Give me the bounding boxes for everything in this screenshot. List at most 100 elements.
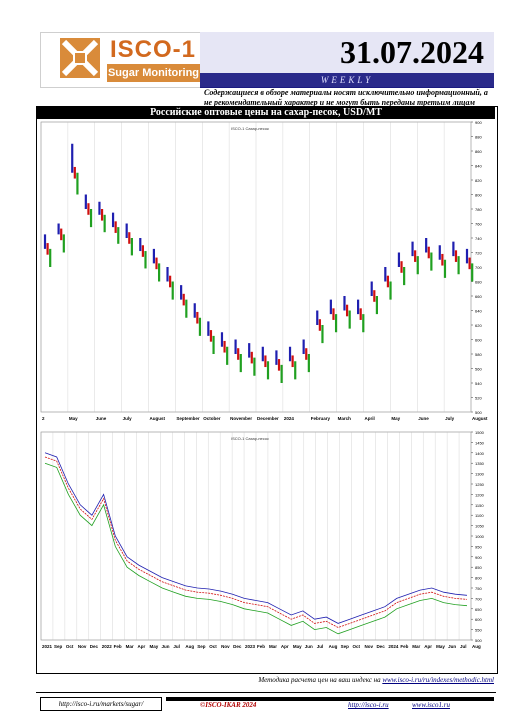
x-tick-label-1-22: Jun xyxy=(305,644,313,649)
y-tick-label-0-13: 640 xyxy=(475,309,482,314)
y-tick-label-1-7: 1150 xyxy=(475,503,484,508)
y-tick-label-1-9: 1050 xyxy=(475,524,485,529)
x-tick-label-1-30: Feb xyxy=(400,644,408,649)
x-tick-label-1-18: Feb xyxy=(257,644,265,649)
charts-area: ISCO-1 Сахар-песок 900 880 860 840 820 800 780 7… xyxy=(40,120,488,649)
y-tick-label-0-7: 760 xyxy=(475,222,482,227)
y-tick-label-0-5: 800 xyxy=(475,193,482,198)
y-tick-label-0-19: 520 xyxy=(475,396,482,401)
y-tick-label-1-0: 1500 xyxy=(475,430,485,435)
x-tick-label-1-1: Sep xyxy=(54,644,63,649)
y-tick-label-1-6: 1200 xyxy=(475,492,485,497)
y-tick-label-1-11: 950 xyxy=(475,544,482,549)
x-tick-label-0-0: 2 xyxy=(42,416,45,421)
x-tick-label-0-10: February xyxy=(311,416,331,421)
date-banner: 31.07.2024 WEEKLY xyxy=(200,32,494,88)
y-tick-label-1-19: 550 xyxy=(475,628,482,633)
y-tick-label-0-9: 720 xyxy=(475,251,482,256)
footnote-link[interactable]: www.isco-i.ru/ru/indexes/methodic.html xyxy=(382,676,494,684)
chart-frame xyxy=(36,106,498,674)
y-tick-label-1-14: 800 xyxy=(475,576,482,581)
y-tick-label-1-3: 1350 xyxy=(475,461,485,466)
x-tick-label-1-32: Apr xyxy=(424,644,432,649)
x-tick-label-1-17: 2023 xyxy=(245,644,256,649)
footer-link-2[interactable]: www.isco1.ru xyxy=(412,701,450,709)
disclaimer: Содержащиеся в обзоре материалы носят ис… xyxy=(204,88,488,107)
x-tick-label-0-7: November xyxy=(230,416,252,421)
x-tick-label-0-16: August xyxy=(472,416,488,421)
x-tick-label-1-23: Jul xyxy=(317,644,324,649)
y-tick-label-0-3: 840 xyxy=(475,164,482,169)
x-tick-label-1-4: Dec xyxy=(90,644,99,649)
y-tick-label-1-5: 1250 xyxy=(475,482,485,487)
y-tick-label-0-16: 580 xyxy=(475,352,482,357)
x-tick-label-1-6: Feb xyxy=(114,644,122,649)
series-line-mid-1 xyxy=(44,456,468,628)
y-tick-label-0-12: 660 xyxy=(475,294,482,299)
x-tick-label-1-15: Nov xyxy=(221,644,230,649)
x-tick-label-1-26: Oct xyxy=(353,644,361,649)
y-tick-label-1-15: 750 xyxy=(475,586,482,591)
y-tick-label-0-15: 600 xyxy=(475,338,482,343)
x-tick-label-1-7: Mar xyxy=(126,644,134,649)
y-tick-label-0-4: 820 xyxy=(475,178,482,183)
x-tick-label-1-9: May xyxy=(150,644,159,649)
x-tick-label-1-20: Apr xyxy=(281,644,289,649)
x-tick-label-1-10: Jun xyxy=(161,644,169,649)
x-tick-label-1-16: Dec xyxy=(233,644,242,649)
series-line-low-1 xyxy=(44,462,468,635)
x-tick-label-1-13: Sep xyxy=(197,644,206,649)
x-tick-label-1-8: Apr xyxy=(138,644,146,649)
y-tick-label-1-12: 900 xyxy=(475,555,482,560)
footnote: Методика расчета цен на ваш индекс на ww… xyxy=(36,676,494,684)
footer-copyright: ©ISCO-IKAR 2024 xyxy=(200,701,257,709)
x-tick-label-1-27: Nov xyxy=(365,644,374,649)
footer-left-link[interactable]: http://isco-i.ru/markets/sugar/ xyxy=(40,697,162,711)
x-tick-label-0-9: 2024 xyxy=(284,416,295,421)
y-tick-label-0-17: 560 xyxy=(475,367,482,372)
x-tick-label-1-12: Aug xyxy=(185,644,194,649)
y-tick-label-0-11: 680 xyxy=(475,280,482,285)
x-tick-label-1-25: Sep xyxy=(341,644,350,649)
series-line-high-1 xyxy=(44,452,468,624)
panel-subtitle-0: ISCO-1 Сахар-песок xyxy=(231,126,269,131)
footer: http://isco-i.ru/markets/sugar/ ©ISCO-IK… xyxy=(36,692,496,711)
x-tick-label-0-2: June xyxy=(96,416,107,421)
x-tick-label-1-28: Dec xyxy=(376,644,385,649)
y-tick-label-0-18: 540 xyxy=(475,381,482,386)
x-tick-label-0-8: December xyxy=(257,416,279,421)
y-tick-label-0-2: 860 xyxy=(475,149,482,154)
y-tick-label-1-2: 1400 xyxy=(475,451,485,456)
weekly-label: WEEKLY xyxy=(200,73,494,87)
x-tick-label-1-11: Jul xyxy=(173,644,180,649)
y-tick-label-1-20: 500 xyxy=(475,638,482,643)
logo-subtitle: Sugar Monitoring xyxy=(107,64,200,82)
y-tick-label-0-14: 620 xyxy=(475,323,482,328)
x-tick-label-0-13: May xyxy=(391,416,400,421)
x-tick-label-1-31: Mar xyxy=(412,644,420,649)
x-tick-label-0-12: April xyxy=(365,416,375,421)
x-tick-label-1-36: Aug xyxy=(472,644,481,649)
logo-icon xyxy=(60,38,100,78)
y-tick-label-0-20: 500 xyxy=(475,410,482,415)
footer-link-1[interactable]: http://isco-i.ru xyxy=(348,701,389,709)
x-tick-label-1-19: Mar xyxy=(269,644,277,649)
footer-bar xyxy=(166,697,494,701)
logo-text: ISCO-1 xyxy=(110,36,197,63)
x-tick-label-1-33: May xyxy=(436,644,445,649)
x-tick-label-0-5: September xyxy=(176,416,200,421)
y-tick-label-1-13: 850 xyxy=(475,565,482,570)
x-tick-label-1-35: Jul xyxy=(460,644,467,649)
x-tick-label-0-14: June xyxy=(418,416,429,421)
y-tick-label-1-16: 700 xyxy=(475,596,482,601)
y-tick-label-0-10: 700 xyxy=(475,265,482,270)
x-tick-label-1-21: May xyxy=(293,644,302,649)
y-tick-label-1-8: 1100 xyxy=(475,513,484,518)
y-tick-label-1-10: 1000 xyxy=(475,534,485,539)
y-tick-label-0-1: 880 xyxy=(475,135,482,140)
x-tick-label-1-29: 2024 xyxy=(388,644,399,649)
x-tick-label-1-0: 2021 xyxy=(42,644,53,649)
y-tick-label-0-8: 740 xyxy=(475,236,482,241)
report-date: 31.07.2024 xyxy=(340,34,484,70)
x-tick-label-1-3: Nov xyxy=(78,644,87,649)
